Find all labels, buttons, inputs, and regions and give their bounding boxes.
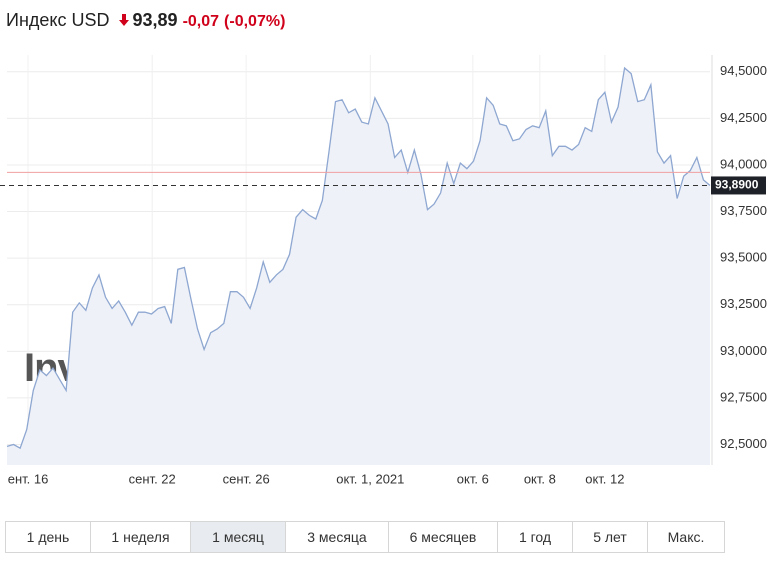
range-button[interactable]: 1 год bbox=[498, 522, 573, 552]
range-button[interactable]: 1 день bbox=[6, 522, 91, 552]
area bbox=[7, 68, 710, 465]
range-button[interactable]: 1 месяц bbox=[191, 522, 286, 552]
y-tick-label: 94,5000 bbox=[720, 63, 767, 78]
range-button[interactable]: 1 неделя bbox=[91, 522, 191, 552]
instrument-name: Индекс USD bbox=[6, 10, 110, 30]
range-buttons: 1 день 1 неделя 1 месяц 3 месяца 6 месяцев 1 … bbox=[5, 521, 725, 553]
range-button[interactable]: 3 месяца bbox=[286, 522, 389, 552]
line bbox=[6, 66, 711, 450]
range-button[interactable]: Макс. bbox=[667, 529, 705, 545]
y-tick-label: 93,5000 bbox=[720, 250, 767, 265]
down-arrow bbox=[118, 14, 129, 26]
y-tick-label: 94,2500 bbox=[720, 110, 767, 125]
range-button[interactable]: 5 лет bbox=[573, 522, 648, 552]
y-tick-label: 93,0000 bbox=[720, 343, 767, 358]
chart: 92,5000 92,7500 93,0000 93,2500 93,5000 93,75… bbox=[0, 55, 767, 486]
x-tick-label: окт. 8 bbox=[524, 471, 556, 486]
x-tick-label: сент. 22 bbox=[129, 471, 176, 486]
x-tick-label: окт. 12 bbox=[585, 471, 624, 486]
x-tick-label: окт. 6 bbox=[457, 471, 489, 486]
x-tick-label: окт. 1, 2021 bbox=[336, 471, 404, 486]
y-tick-label: 93,7500 bbox=[720, 203, 767, 218]
x-tick-label: сент. 26 bbox=[223, 471, 270, 486]
y-tick-label: 94,0000 bbox=[720, 156, 767, 171]
x-tick-label: ент. 16 bbox=[8, 471, 49, 486]
change-pct: (-0,07%) bbox=[224, 13, 286, 30]
y-tick-label: 92,5000 bbox=[720, 436, 767, 451]
y-tick-label: 93,2500 bbox=[720, 296, 767, 311]
last-value-label: 93,8900 bbox=[715, 178, 759, 192]
y-tick-label: 92,7500 bbox=[720, 389, 767, 404]
price: 93,89 bbox=[132, 10, 178, 30]
range-button[interactable]: 6 месяцев bbox=[389, 522, 498, 552]
last-value-box bbox=[711, 176, 766, 195]
change: -0,07 bbox=[182, 13, 220, 30]
header: Индекс USD 93,89 -0,07 (-0,07%) bbox=[6, 10, 285, 31]
